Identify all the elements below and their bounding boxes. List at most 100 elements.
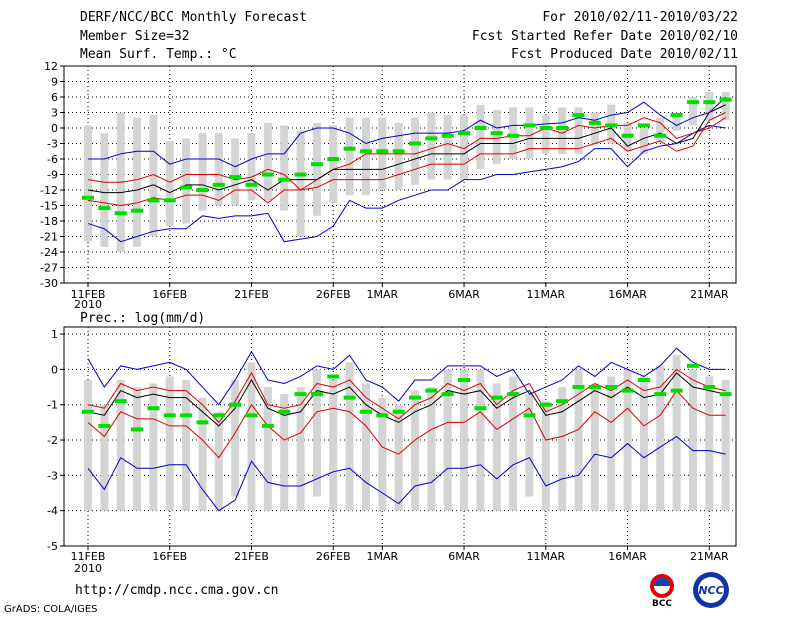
- spread-bar: [214, 133, 223, 206]
- median-marker: [458, 131, 471, 136]
- y-tick-label: 9: [51, 76, 58, 89]
- x-tick-label: 21MAR: [690, 288, 729, 301]
- median-marker: [114, 211, 127, 216]
- max-line: [87, 347, 726, 406]
- median-marker: [523, 123, 536, 128]
- spread-bar: [476, 104, 485, 170]
- spread-bar: [247, 133, 256, 201]
- variable-label: Mean Surf. Temp.: °C: [80, 47, 237, 62]
- median-marker: [131, 208, 144, 213]
- spread-bar: [165, 140, 174, 227]
- median-marker: [507, 392, 520, 397]
- median-marker: [605, 123, 618, 128]
- spread-bar: [427, 387, 436, 511]
- median-marker: [409, 141, 421, 146]
- std-lower-line: [87, 389, 726, 459]
- median-marker: [474, 126, 487, 130]
- spread-bar: [590, 383, 599, 511]
- median-marker: [686, 363, 699, 368]
- median-marker: [163, 413, 176, 418]
- grads-credit: GrADS: COLA/IGES: [4, 604, 98, 615]
- y-tick-label: 1: [51, 328, 58, 341]
- median-marker: [490, 131, 503, 136]
- median-marker: [278, 409, 291, 414]
- x-tick-label: 6MAR: [448, 550, 480, 563]
- mean-line: [87, 104, 726, 194]
- spread-bar: [574, 107, 583, 154]
- spread-bar: [688, 97, 697, 126]
- max-line: [88, 96, 726, 168]
- spread-bar: [263, 122, 272, 201]
- chart-title: DERF/NCC/BCC Monthly Forecast: [80, 10, 307, 25]
- spread-bar: [394, 404, 403, 511]
- median-marker: [196, 188, 209, 192]
- x-tick-label: 21MAR: [690, 550, 729, 563]
- y-tick-label: 12: [44, 60, 58, 73]
- spread-bar: [361, 117, 370, 196]
- x-tick-label: 26FEB: [316, 288, 351, 301]
- median-marker: [556, 126, 569, 130]
- spread-bar: [639, 128, 648, 154]
- spread-bar: [214, 411, 223, 511]
- median-marker: [229, 175, 242, 180]
- x-tick-label: 11FEB: [71, 288, 106, 301]
- panel2-title: Prec.: log(mm/d): [80, 311, 205, 326]
- x-tick-label: 11MAR: [526, 550, 565, 563]
- spread-bar: [312, 122, 321, 216]
- spread-bar: [247, 362, 256, 511]
- median-marker: [703, 385, 716, 390]
- median-marker: [343, 146, 356, 151]
- median-marker: [637, 377, 650, 382]
- spread-bar: [378, 397, 387, 511]
- median-marker: [212, 413, 225, 418]
- median-marker: [261, 423, 274, 428]
- median-marker: [686, 100, 699, 105]
- spread-bar: [688, 369, 697, 511]
- x-tick-label: 16MAR: [608, 550, 647, 563]
- median-marker: [82, 195, 94, 200]
- spread-bar: [541, 115, 550, 154]
- median-marker: [719, 392, 732, 397]
- spread-bar: [476, 369, 485, 511]
- spread-bar: [84, 379, 92, 511]
- spread-bar: [231, 379, 240, 497]
- ncc-logo: NCC: [693, 572, 729, 608]
- spread-bar: [492, 383, 501, 511]
- x-tick-label: 16MAR: [608, 288, 647, 301]
- median-marker: [588, 385, 601, 390]
- x-tick-label: 21FEB: [234, 550, 269, 563]
- std-upper-line: [87, 117, 726, 191]
- spread-bar: [149, 383, 158, 511]
- y-tick-label: 6: [51, 91, 58, 104]
- spread-bar: [149, 115, 158, 237]
- median-marker: [310, 392, 323, 397]
- panel-2: 1 0 -1 -2 -3 -4 -5 11FEB 16FEB 21FEB 26FEB 1MAR 6MAR…: [47, 326, 737, 575]
- median-marker: [294, 392, 307, 397]
- y-tick-label: -30: [40, 277, 58, 290]
- source-url[interactable]: http://cmdp.ncc.cma.gov.cn: [75, 583, 279, 598]
- spread-bar: [721, 379, 730, 511]
- x-tick-label: 1MAR: [366, 550, 398, 563]
- spread-bar: [705, 376, 714, 511]
- median-marker: [588, 120, 601, 125]
- median-marker: [278, 177, 291, 182]
- spread-bar: [182, 138, 191, 224]
- spread-bar: [182, 379, 191, 511]
- spread-bar: [100, 133, 109, 247]
- median-marker: [327, 374, 340, 379]
- median-marker: [180, 413, 193, 418]
- spread-bar: [672, 355, 681, 511]
- median-marker: [670, 113, 683, 118]
- spread-bar: [574, 369, 583, 511]
- spread-bar: [443, 115, 452, 180]
- y-tick-label: -2: [47, 434, 58, 447]
- y-tick-label: 3: [51, 107, 58, 120]
- spread-bar: [541, 401, 550, 511]
- median-marker: [98, 206, 111, 211]
- std-lower-line: [87, 112, 726, 207]
- bcc-logo: BCC: [650, 574, 674, 608]
- median-marker: [180, 185, 193, 190]
- min-line: [87, 124, 726, 243]
- spread-bar: [705, 91, 714, 121]
- y-tick-label: -27: [40, 262, 58, 275]
